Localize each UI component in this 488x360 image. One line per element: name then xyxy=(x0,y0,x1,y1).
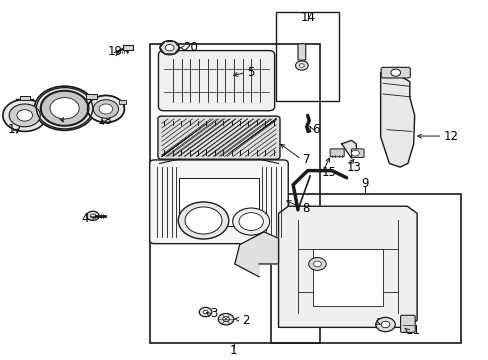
Circle shape xyxy=(199,307,211,317)
Text: 10: 10 xyxy=(375,317,390,330)
FancyBboxPatch shape xyxy=(149,160,287,244)
Text: 6: 6 xyxy=(312,123,320,136)
Circle shape xyxy=(50,98,79,119)
Circle shape xyxy=(375,318,394,332)
Text: 17: 17 xyxy=(7,123,22,136)
Bar xyxy=(271,194,460,343)
Bar xyxy=(149,44,319,343)
Bar xyxy=(312,249,382,306)
Polygon shape xyxy=(278,206,416,327)
Text: 11: 11 xyxy=(405,324,420,337)
Circle shape xyxy=(299,64,304,67)
Text: 3: 3 xyxy=(210,307,217,320)
Polygon shape xyxy=(341,140,356,158)
FancyBboxPatch shape xyxy=(329,149,344,157)
Text: 1: 1 xyxy=(229,344,237,357)
Circle shape xyxy=(90,214,95,218)
Text: 13: 13 xyxy=(346,161,361,174)
Circle shape xyxy=(203,310,207,314)
Circle shape xyxy=(380,321,389,328)
Circle shape xyxy=(41,91,88,125)
Circle shape xyxy=(3,99,46,131)
Circle shape xyxy=(160,41,179,55)
Circle shape xyxy=(295,61,307,70)
Text: 16: 16 xyxy=(53,107,68,120)
Text: 4: 4 xyxy=(81,212,89,225)
Circle shape xyxy=(351,150,359,156)
Circle shape xyxy=(239,213,263,230)
Circle shape xyxy=(87,95,124,122)
Text: 18: 18 xyxy=(97,114,112,127)
Polygon shape xyxy=(234,232,278,277)
Circle shape xyxy=(232,208,269,235)
Text: 8: 8 xyxy=(301,202,308,215)
Bar xyxy=(118,100,126,104)
Text: 14: 14 xyxy=(300,11,315,24)
Text: 12: 12 xyxy=(443,130,458,143)
Circle shape xyxy=(178,202,228,239)
Text: 2: 2 xyxy=(242,314,249,327)
Text: 19: 19 xyxy=(108,45,123,58)
FancyBboxPatch shape xyxy=(400,315,414,332)
Text: 7: 7 xyxy=(302,153,310,166)
Circle shape xyxy=(313,261,321,267)
Bar xyxy=(122,45,132,50)
Bar xyxy=(20,96,30,100)
Circle shape xyxy=(99,104,113,114)
FancyBboxPatch shape xyxy=(297,44,305,60)
Circle shape xyxy=(93,100,118,118)
Circle shape xyxy=(218,314,233,325)
Circle shape xyxy=(86,211,99,220)
Circle shape xyxy=(308,257,325,270)
Text: 9: 9 xyxy=(361,177,368,190)
Circle shape xyxy=(17,110,32,121)
Circle shape xyxy=(222,317,229,322)
Circle shape xyxy=(165,45,174,51)
Circle shape xyxy=(184,207,222,234)
Text: 20: 20 xyxy=(183,41,197,54)
Text: 15: 15 xyxy=(321,166,336,179)
Bar xyxy=(179,178,259,226)
Circle shape xyxy=(9,104,40,127)
FancyBboxPatch shape xyxy=(158,116,280,159)
Bar xyxy=(276,12,339,101)
Polygon shape xyxy=(380,73,414,167)
FancyBboxPatch shape xyxy=(158,50,274,111)
FancyBboxPatch shape xyxy=(351,149,364,157)
Bar xyxy=(86,94,97,99)
Circle shape xyxy=(34,86,95,130)
Text: 5: 5 xyxy=(246,66,254,79)
Circle shape xyxy=(390,69,400,76)
FancyBboxPatch shape xyxy=(380,67,409,78)
